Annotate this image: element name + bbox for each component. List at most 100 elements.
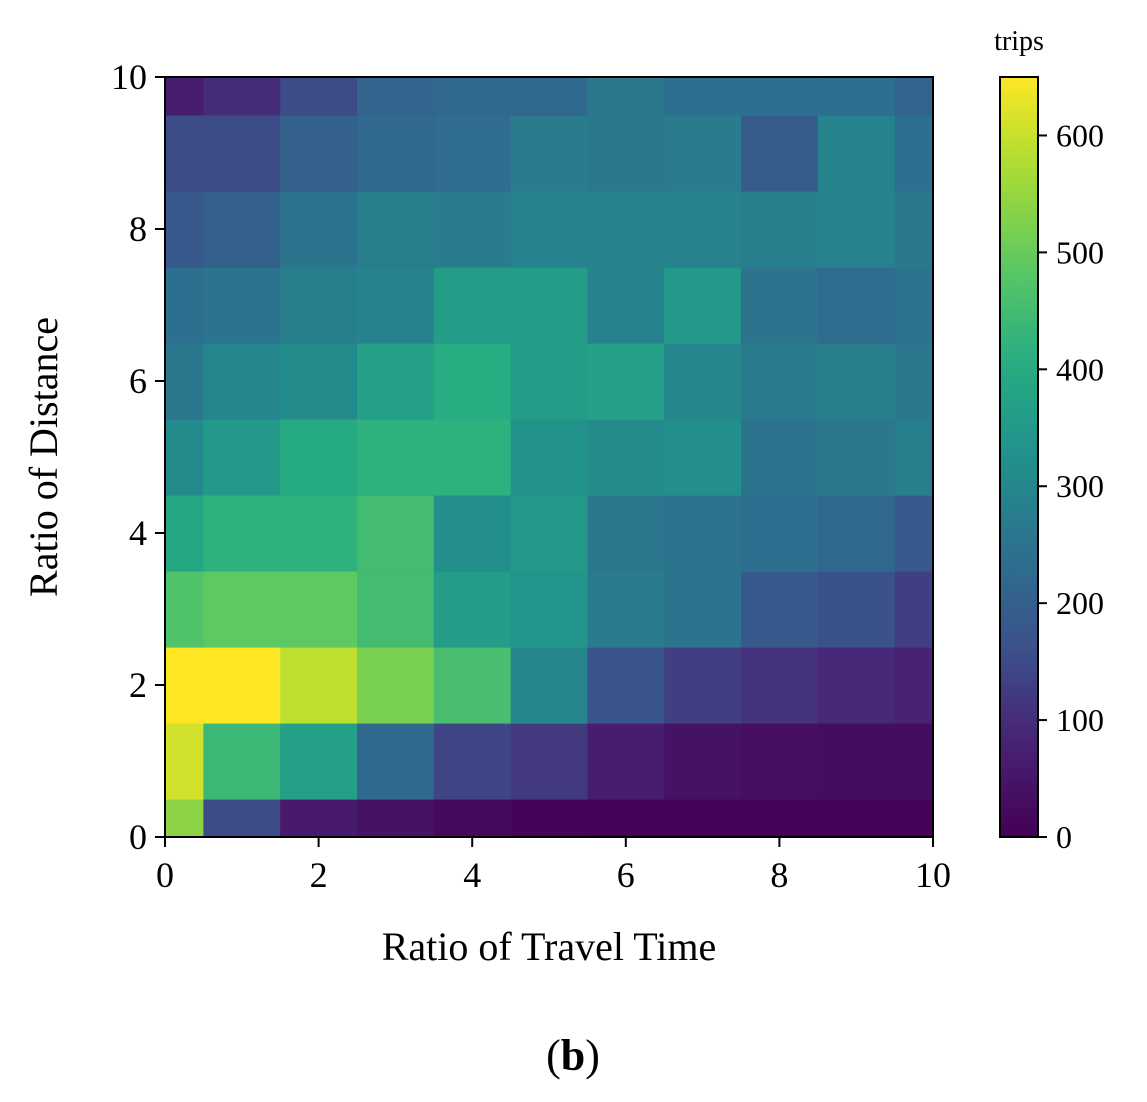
heatmap-cell xyxy=(357,647,435,724)
heatmap-cell xyxy=(280,647,358,724)
heatmap-cell xyxy=(433,267,512,344)
y-tick-label: 0 xyxy=(129,817,147,857)
heatmap-cell xyxy=(664,191,742,268)
heatmap-cell xyxy=(664,343,742,420)
heatmap-cell xyxy=(894,267,934,344)
heatmap-cell xyxy=(741,799,819,838)
heatmap-cell xyxy=(433,799,512,838)
heatmap-cell xyxy=(203,267,281,344)
heatmap-cell xyxy=(357,571,435,648)
colorbar-title: trips xyxy=(994,26,1044,57)
heatmap-cell xyxy=(510,723,588,800)
heatmap-cell xyxy=(741,343,819,420)
heatmap-cell xyxy=(433,647,512,724)
heatmap-cell xyxy=(510,191,588,268)
heatmap-cell xyxy=(280,191,358,268)
panel-label: (b) xyxy=(546,1031,600,1080)
heatmap-cell xyxy=(741,571,819,648)
y-axis-label: Ratio of Distance xyxy=(21,317,66,597)
heatmap-cell xyxy=(357,419,435,496)
x-tick-label: 10 xyxy=(915,855,951,895)
heatmap-cell xyxy=(203,571,281,648)
heatmap-cell xyxy=(741,191,819,268)
heatmap-cell xyxy=(165,647,204,724)
y-axis: 0 2 4 6 8 10 xyxy=(111,57,165,857)
heatmap-cell xyxy=(510,115,588,192)
heatmap-cell xyxy=(280,419,358,496)
colorbar-tick-label: 200 xyxy=(1056,585,1104,621)
colorbar-gradient xyxy=(999,76,1039,838)
y-tick-label: 10 xyxy=(111,57,147,97)
heatmap-cells xyxy=(165,77,934,838)
x-tick-label: 2 xyxy=(310,855,328,895)
heatmap-cell xyxy=(741,647,819,724)
heatmap-cell xyxy=(203,419,281,496)
heatmap-cell xyxy=(203,115,281,192)
y-tick-label: 8 xyxy=(129,209,147,249)
heatmap-cell xyxy=(203,647,281,724)
heatmap-cell xyxy=(510,495,588,572)
heatmap-cell xyxy=(664,571,742,648)
heatmap-cell xyxy=(894,723,934,800)
x-tick-label: 6 xyxy=(617,855,635,895)
heatmap-cell xyxy=(433,419,512,496)
heatmap-cell xyxy=(587,191,665,268)
heatmap-cell xyxy=(587,419,665,496)
heatmap-cell xyxy=(817,647,896,724)
heatmap-cell xyxy=(741,115,819,192)
plot-frame xyxy=(164,76,934,838)
heatmap-cell xyxy=(510,343,588,420)
heatmap-cell xyxy=(510,419,588,496)
heatmap-cell xyxy=(280,723,358,800)
heatmap-cell xyxy=(587,115,665,192)
heatmap-cell xyxy=(433,115,512,192)
heatmap-cell xyxy=(433,77,512,116)
heatmap-cell xyxy=(165,191,204,268)
heatmap-cell xyxy=(817,419,896,496)
colorbar-tick-label: 400 xyxy=(1056,351,1104,387)
panel-label-letter: b xyxy=(561,1031,585,1080)
heatmap-cell xyxy=(433,571,512,648)
x-tick-label: 0 xyxy=(156,855,174,895)
heatmap-cell xyxy=(280,77,358,116)
heatmap-cell xyxy=(741,723,819,800)
heatmap-cell xyxy=(165,77,204,116)
colorbar-ticks: 0 100 200 300 400 500 600 xyxy=(1038,117,1104,855)
heatmap-cell xyxy=(280,115,358,192)
heatmap-cell xyxy=(357,191,435,268)
heatmap-cell xyxy=(280,343,358,420)
heatmap-cell xyxy=(510,77,588,116)
y-tick-label: 2 xyxy=(129,665,147,705)
heatmap-cell xyxy=(894,647,934,724)
heatmap-cell xyxy=(741,267,819,344)
heatmap-cell xyxy=(894,495,934,572)
heatmap-cell xyxy=(587,799,665,838)
heatmap-cell xyxy=(357,115,435,192)
heatmap-cell xyxy=(587,267,665,344)
heatmap-cell xyxy=(165,343,204,420)
heatmap-cell xyxy=(587,343,665,420)
heatmap-cell xyxy=(357,799,435,838)
heatmap-cell xyxy=(280,571,358,648)
heatmap-cell xyxy=(433,343,512,420)
heatmap-cell xyxy=(817,571,896,648)
heatmap-cell xyxy=(433,723,512,800)
heatmap-cell xyxy=(280,495,358,572)
heatmap-cell xyxy=(165,571,204,648)
heatmap-cell xyxy=(165,723,204,800)
heatmap-cell xyxy=(664,647,742,724)
heatmap-cell xyxy=(280,799,358,838)
y-tick-label: 4 xyxy=(129,513,147,553)
heatmap-cell xyxy=(817,343,896,420)
heatmap-cell xyxy=(510,571,588,648)
heatmap-cell xyxy=(664,115,742,192)
heatmap-cell xyxy=(664,495,742,572)
colorbar-tick-label: 0 xyxy=(1056,819,1072,855)
heatmap-cell xyxy=(357,495,435,572)
colorbar: 0 100 200 300 400 500 600 trips xyxy=(994,26,1104,855)
heatmap-cell xyxy=(664,77,742,116)
heatmap-cell xyxy=(817,115,896,192)
heatmap-cell xyxy=(664,799,742,838)
heatmap-cell xyxy=(894,571,934,648)
